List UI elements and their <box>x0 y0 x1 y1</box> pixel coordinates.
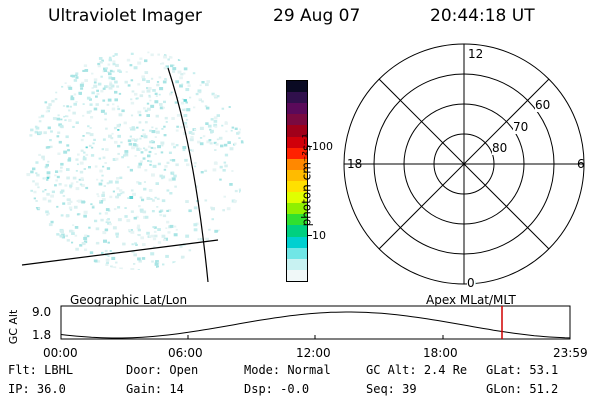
info-gain: Gain: 14 <box>126 382 184 396</box>
colorbar <box>286 80 308 282</box>
diag-2 <box>378 78 550 250</box>
mlt-label-12: 12 <box>468 47 484 61</box>
timeline-frame <box>60 305 571 340</box>
colorbar-segment <box>287 114 307 126</box>
timeline-tickmarks <box>187 335 444 339</box>
info-ip: IP: 36.0 <box>8 382 66 396</box>
tick-1200: 12:00 <box>296 346 331 360</box>
colorbar-segment <box>287 125 307 137</box>
colorbar-segment <box>287 247 307 259</box>
info-flt: Flt: LBHL <box>8 363 74 377</box>
gc-alt-tick-bottom: 1.8 <box>32 328 52 342</box>
colorbar-segment <box>287 169 307 181</box>
colorbar-tick-10: 10 <box>312 229 326 242</box>
info-dsp: Dsp: -0.0 <box>244 382 310 396</box>
tick-1800: 18:00 <box>423 346 458 360</box>
colorbar-segment <box>287 225 307 237</box>
geographic-caption: Geographic Lat/Lon <box>70 293 188 307</box>
image-speckles <box>26 51 245 270</box>
colorbar-tickmark-10 <box>308 235 312 236</box>
info-door: Door: Open <box>126 363 199 377</box>
tick-0000: 00:00 <box>43 346 78 360</box>
mlt-label-6: 6 <box>577 157 585 171</box>
colorbar-tickmark-100 <box>308 146 312 147</box>
time-label: 20:44:18 UT <box>430 6 535 26</box>
apex-caption: Apex MLat/MLT <box>426 293 516 307</box>
terminator-line <box>167 67 209 283</box>
tick-0600: 06:00 <box>168 346 203 360</box>
mlt-label-0: 0 <box>467 276 475 290</box>
colorbar-segment <box>287 103 307 115</box>
colorbar-segment <box>287 192 307 204</box>
lat-label-70: 70 <box>513 120 529 134</box>
info-seq: Seq: 39 <box>366 382 417 396</box>
polar-plot <box>343 43 585 287</box>
auroral-image <box>21 51 245 283</box>
lat-label-80: 80 <box>492 141 508 155</box>
colorbar-segment <box>287 214 307 226</box>
info-gc-alt: GC Alt: 2.4 Re <box>366 363 468 377</box>
instrument-title: Ultraviolet Imager <box>48 6 202 26</box>
colorbar-segment <box>287 203 307 215</box>
gc-alt-axis-label: GC Alt <box>6 309 20 345</box>
colorbar-segment <box>287 158 307 170</box>
latitude-line <box>21 239 219 266</box>
colorbar-segment <box>287 81 307 93</box>
colorbar-segment <box>287 92 307 104</box>
colorbar-segment <box>287 136 307 148</box>
colorbar-segment <box>287 236 307 248</box>
altitude-curve <box>60 311 571 339</box>
date-label: 29 Aug 07 <box>273 6 361 26</box>
colorbar-segment <box>287 269 307 281</box>
colorbar-segment <box>287 258 307 270</box>
tick-2359: 23:59 <box>553 346 588 360</box>
info-mode: Mode: Normal <box>244 363 331 377</box>
mlt-label-18: 18 <box>347 157 363 171</box>
info-glat: GLat: 53.1 <box>486 363 559 377</box>
colorbar-segment <box>287 147 307 159</box>
info-glon: GLon: 51.2 <box>486 382 559 396</box>
colorbar-tick-100: 100 <box>312 140 333 153</box>
altitude-timeline <box>60 305 571 340</box>
colorbar-unit-label: photon cm⁻²s⁻¹ <box>299 133 314 227</box>
lat-label-60: 60 <box>535 98 551 112</box>
colorbar-segment <box>287 180 307 193</box>
gc-alt-tick-top: 9.0 <box>32 305 52 319</box>
